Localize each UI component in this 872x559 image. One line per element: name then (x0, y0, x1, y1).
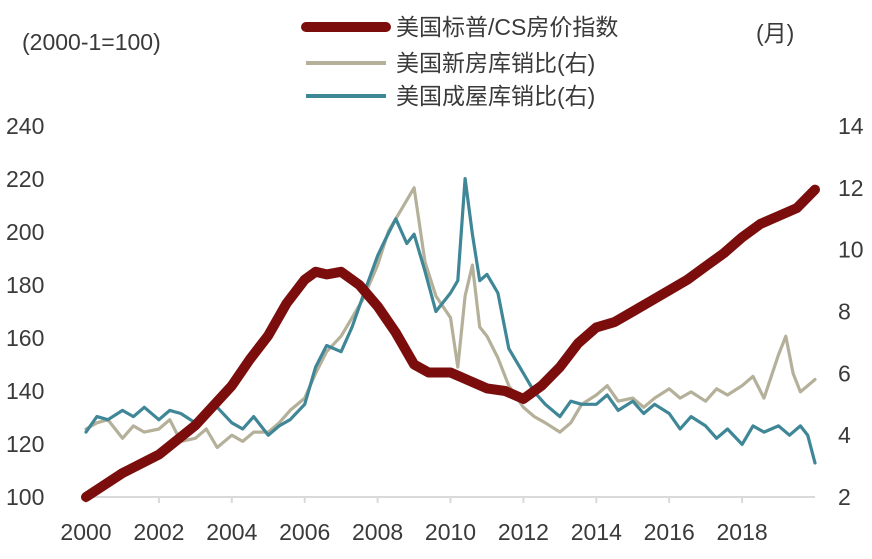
x-tick-label: 2000 (60, 519, 111, 545)
right-axis-ticks: 2 4 6 8 10 12 14 (838, 113, 864, 510)
x-tick-label: 2018 (717, 519, 768, 545)
left-tick-label: 140 (6, 378, 44, 404)
series-layer (81, 177, 820, 502)
right-tick-label: 10 (838, 237, 864, 263)
series-line-hpi (81, 184, 820, 502)
left-axis-unit: (2000-1=100) (22, 29, 161, 55)
x-tick-label: 2008 (352, 519, 403, 545)
x-tick-label: 2014 (571, 519, 622, 545)
x-tick-label: 2006 (279, 519, 330, 545)
x-tick-label: 2010 (425, 519, 476, 545)
right-axis-unit: (月) (756, 20, 794, 46)
right-tick-label: 8 (838, 299, 851, 325)
x-tick-label: 2012 (498, 519, 549, 545)
left-tick-label: 240 (6, 113, 44, 139)
right-tick-label: 14 (838, 113, 864, 139)
left-tick-label: 160 (6, 325, 44, 351)
series-line-new-home (84, 186, 817, 450)
x-axis-ticks: 2000 2002 2004 2006 2008 2010 2012 2014 2016 2018 (60, 497, 768, 545)
left-axis-ticks: 100 120 140 160 180 200 220 240 (6, 113, 44, 510)
right-tick-label: 12 (838, 175, 864, 201)
legend-label-hpi: 美国标普/CS房价指数 (396, 14, 618, 40)
legend-label-existing-home: 美国成屋库销比(右) (396, 83, 595, 109)
left-tick-label: 120 (6, 431, 44, 457)
right-tick-label: 4 (838, 422, 851, 448)
right-tick-label: 6 (838, 360, 851, 386)
x-tick-label: 2002 (133, 519, 184, 545)
legend: 美国标普/CS房价指数 美国新房库销比(右) 美国成屋库销比(右) (301, 14, 618, 109)
left-tick-label: 180 (6, 272, 44, 298)
left-tick-label: 200 (6, 219, 44, 245)
left-tick-label: 100 (6, 484, 44, 510)
left-tick-label: 220 (6, 166, 44, 192)
x-tick-label: 2016 (644, 519, 695, 545)
legend-label-new-home: 美国新房库销比(右) (396, 50, 595, 76)
right-tick-label: 2 (838, 484, 851, 510)
x-tick-label: 2004 (206, 519, 257, 545)
